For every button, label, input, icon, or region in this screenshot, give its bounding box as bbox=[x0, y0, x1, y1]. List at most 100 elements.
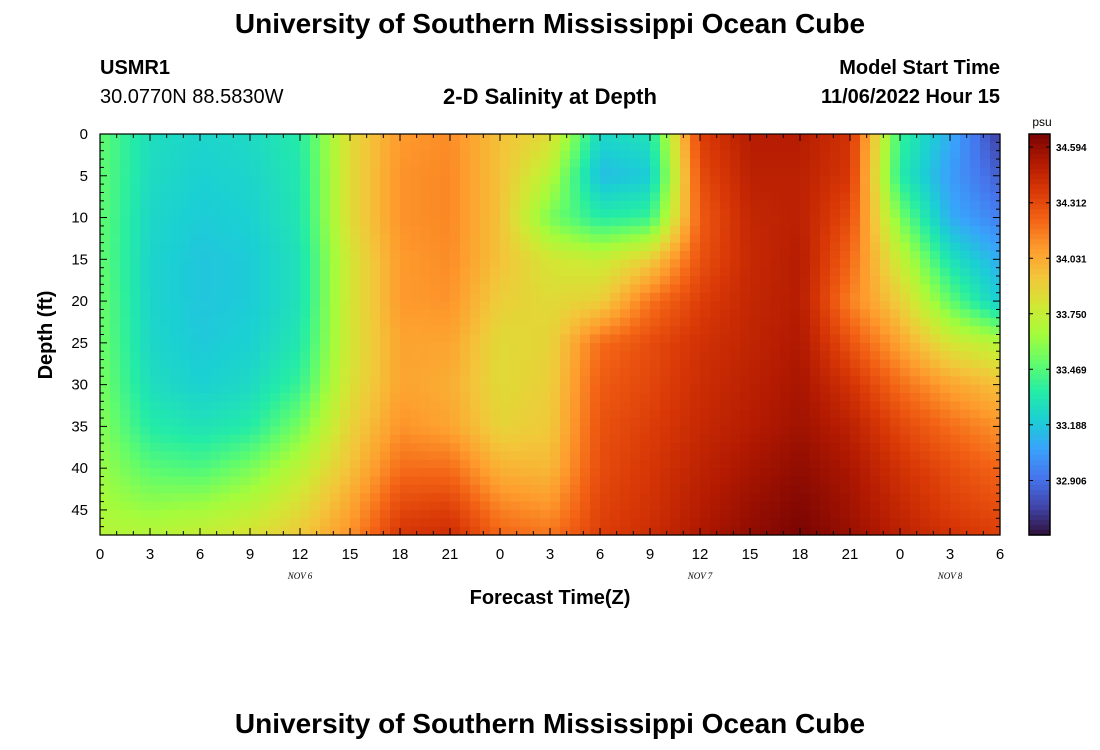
heatmap-cell bbox=[670, 326, 681, 336]
heatmap-cell bbox=[480, 451, 491, 461]
heatmap-cell bbox=[640, 250, 651, 260]
heatmap-cell bbox=[690, 443, 701, 453]
heatmap-cell bbox=[450, 167, 461, 177]
heatmap-cell bbox=[130, 234, 141, 244]
heatmap-cell bbox=[390, 409, 401, 419]
heatmap-cell bbox=[460, 317, 471, 327]
heatmap-cell bbox=[630, 259, 641, 269]
heatmap-cell bbox=[250, 476, 261, 486]
heatmap-cell bbox=[810, 392, 821, 402]
heatmap-cell bbox=[630, 392, 641, 402]
heatmap-cell bbox=[400, 134, 411, 143]
heatmap-cell bbox=[530, 426, 541, 436]
heatmap-cell bbox=[970, 376, 981, 386]
heatmap-cell bbox=[480, 367, 491, 377]
heatmap-cell bbox=[780, 225, 791, 235]
heatmap-cell bbox=[930, 192, 941, 202]
heatmap-cell bbox=[870, 175, 881, 185]
heatmap-cell bbox=[290, 326, 301, 336]
heatmap-cell bbox=[470, 392, 481, 402]
heatmap-cell bbox=[940, 376, 951, 386]
heatmap-cell bbox=[900, 167, 911, 177]
heatmap-cell bbox=[590, 451, 601, 461]
heatmap-cell bbox=[460, 326, 471, 336]
heatmap-cell bbox=[180, 317, 191, 327]
heatmap-cell bbox=[200, 284, 211, 294]
heatmap-cell bbox=[770, 309, 781, 319]
heatmap-cell bbox=[850, 167, 861, 177]
heatmap-cell bbox=[200, 359, 211, 369]
heatmap-cell bbox=[770, 493, 781, 503]
heatmap-cell bbox=[150, 459, 161, 469]
heatmap-cell bbox=[850, 468, 861, 478]
heatmap-cell bbox=[440, 142, 451, 152]
heatmap-cell bbox=[580, 259, 591, 269]
heatmap-cell bbox=[980, 167, 991, 177]
heatmap-cell bbox=[890, 200, 901, 210]
heatmap-cell bbox=[210, 175, 221, 185]
heatmap-cell bbox=[760, 409, 771, 419]
heatmap-cell bbox=[960, 426, 971, 436]
heatmap-cell bbox=[250, 217, 261, 227]
heatmap-cell bbox=[950, 150, 961, 160]
heatmap-cell bbox=[410, 242, 421, 252]
heatmap-cell bbox=[400, 367, 411, 377]
heatmap-cell bbox=[830, 150, 841, 160]
heatmap-cell bbox=[430, 209, 441, 219]
heatmap-cell bbox=[140, 292, 151, 302]
heatmap-cell bbox=[100, 292, 111, 302]
heatmap-cell bbox=[970, 526, 981, 536]
colorbar-swatch bbox=[1029, 369, 1050, 376]
heatmap-cell bbox=[690, 292, 701, 302]
heatmap-cell bbox=[640, 167, 651, 177]
heatmap-cell bbox=[710, 175, 721, 185]
heatmap-cell bbox=[980, 150, 991, 160]
heatmap-cell bbox=[370, 242, 381, 252]
heatmap-cell bbox=[560, 200, 571, 210]
heatmap-cell bbox=[850, 518, 861, 528]
heatmap-cell bbox=[890, 443, 901, 453]
heatmap-cell bbox=[830, 225, 841, 235]
heatmap-cell bbox=[270, 468, 281, 478]
heatmap-cell bbox=[670, 376, 681, 386]
heatmap-cell bbox=[250, 334, 261, 344]
heatmap-cell bbox=[120, 167, 131, 177]
heatmap-cell bbox=[760, 134, 771, 143]
heatmap-cell bbox=[870, 518, 881, 528]
heatmap-cell bbox=[100, 242, 111, 252]
heatmap-cell bbox=[650, 250, 661, 260]
heatmap-cell bbox=[650, 418, 661, 427]
heatmap-cell bbox=[430, 184, 441, 194]
heatmap-cell bbox=[490, 184, 501, 194]
heatmap-cell bbox=[470, 367, 481, 377]
heatmap-cell bbox=[310, 451, 321, 461]
heatmap-cell bbox=[610, 259, 621, 269]
heatmap-cell bbox=[850, 192, 861, 202]
heatmap-cell bbox=[170, 476, 181, 486]
heatmap-cell bbox=[310, 134, 321, 143]
heatmap-cell bbox=[580, 468, 591, 478]
heatmap-cell bbox=[500, 476, 511, 486]
heatmap-cell bbox=[510, 234, 521, 244]
heatmap-cell bbox=[220, 284, 231, 294]
heatmap-cell bbox=[530, 184, 541, 194]
heatmap-cell bbox=[810, 351, 821, 361]
heatmap-cell bbox=[930, 267, 941, 277]
heatmap-cell bbox=[410, 326, 421, 336]
heatmap-cell bbox=[600, 150, 611, 160]
heatmap-cell bbox=[860, 443, 871, 453]
heatmap-cell bbox=[300, 484, 311, 494]
heatmap-cell bbox=[600, 159, 611, 169]
heatmap-cell bbox=[270, 484, 281, 494]
heatmap-cell bbox=[640, 342, 651, 352]
heatmap-cell bbox=[800, 234, 811, 244]
heatmap-cell bbox=[230, 409, 241, 419]
heatmap-cell bbox=[110, 434, 121, 444]
heatmap-cell bbox=[190, 276, 201, 285]
heatmap-cell bbox=[720, 184, 731, 194]
heatmap-cell bbox=[340, 493, 351, 503]
heatmap-cell bbox=[970, 250, 981, 260]
heatmap-cell bbox=[900, 267, 911, 277]
heatmap-cell bbox=[370, 443, 381, 453]
heatmap-cell bbox=[610, 359, 621, 369]
